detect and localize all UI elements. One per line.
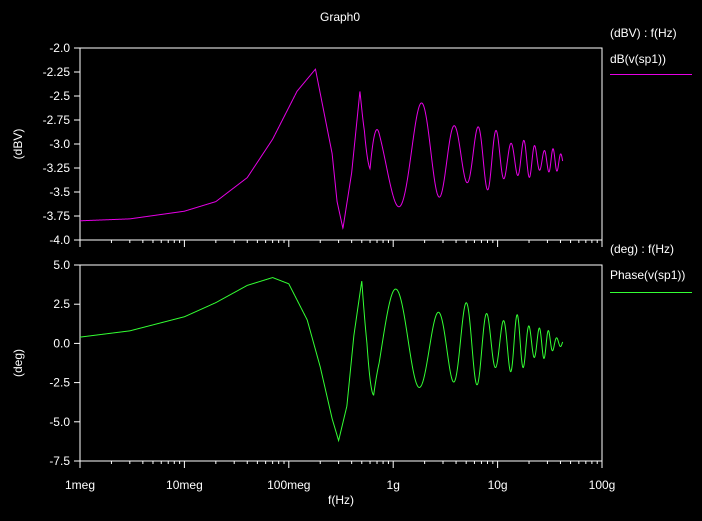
y-tick-label-phase-2: 0.0 — [53, 336, 70, 350]
y-tick-label-db-7: -3.75 — [43, 209, 71, 223]
panel-phase-trace-group — [79, 277, 564, 443]
legend-db-line — [610, 74, 692, 75]
panel-phase-ylabel: (deg) — [11, 349, 25, 377]
panel-db-x-ticks — [79, 240, 603, 247]
y-tick-label-phase-1: 2.5 — [53, 297, 70, 311]
y-tick-label-db-3: -2.75 — [43, 113, 71, 127]
panel-db-frame — [79, 47, 603, 241]
panel-db-trace-group — [79, 68, 564, 230]
legend-phase-header: (deg) : f(Hz) — [610, 242, 675, 256]
legend-db-name: dB(v(sp1)) — [610, 52, 667, 66]
x-axis-label: f(Hz) — [328, 493, 354, 507]
panel-phase-y-ticks: 5.0 2.5 0.0 -2.5 -5.0 -7.5 — [49, 258, 80, 468]
panel-phase-x-ticks — [79, 461, 603, 468]
panel-db: (dBV) -2.0 -2.25 -2.5 -2.75 -3.0 -3.25 -3.5 -3.… — [11, 41, 603, 247]
y-tick-label-phase-4: -5.0 — [49, 415, 70, 429]
y-tick-label-db-4: -3.0 — [49, 137, 70, 151]
legend-phase-line — [610, 292, 692, 293]
legend-db-header: (dBV) : f(Hz) — [610, 26, 677, 40]
trace-phase — [79, 277, 564, 443]
x-tick-label-2: 100meg — [267, 478, 310, 492]
panel-db-ylabel: (dBV) — [11, 129, 25, 160]
panel-db-y-ticks: -2.0 -2.25 -2.5 -2.75 -3.0 -3.25 -3.5 -3.75 -4.0 — [43, 41, 80, 247]
y-tick-label-db-2: -2.5 — [49, 89, 70, 103]
y-tick-label-db-0: -2.0 — [49, 41, 70, 55]
y-tick-label-db-6: -3.5 — [49, 185, 70, 199]
x-tick-labels: 1meg 10meg 100meg 1g 10g 100g — [65, 478, 615, 492]
y-tick-label-db-1: -2.25 — [43, 65, 71, 79]
x-tick-label-1: 10meg — [166, 478, 203, 492]
panel-phase: (deg) 5.0 2.5 0.0 -2.5 -5.0 -7.5 — [11, 258, 603, 468]
y-tick-label-db-5: -3.25 — [43, 161, 71, 175]
trace-db — [79, 68, 564, 230]
x-tick-label-0: 1meg — [65, 478, 95, 492]
panel-phase-frame — [79, 264, 603, 462]
y-tick-label-phase-3: -2.5 — [49, 376, 70, 390]
y-tick-label-db-8: -4.0 — [49, 233, 70, 247]
x-tick-label-5: 100g — [589, 478, 616, 492]
legend-phase-name: Phase(v(sp1)) — [610, 268, 686, 282]
x-tick-label-3: 1g — [387, 478, 400, 492]
graph-title: Graph0 — [320, 10, 360, 24]
y-tick-label-phase-5: -7.5 — [49, 454, 70, 468]
y-tick-label-phase-0: 5.0 — [53, 258, 70, 272]
x-tick-label-4: 10g — [488, 478, 508, 492]
